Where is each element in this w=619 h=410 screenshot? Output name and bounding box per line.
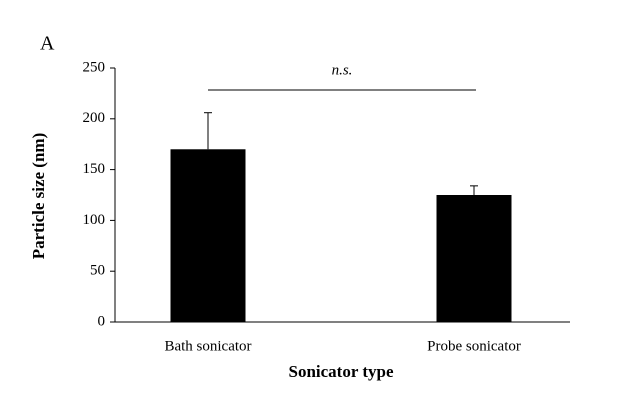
y-tick-label: 0 (98, 313, 106, 329)
y-tick-label: 50 (90, 263, 105, 279)
bar (436, 195, 512, 322)
y-axis-title: Particle size (nm) (29, 133, 48, 260)
y-tick-label: 200 (83, 110, 106, 126)
bar (170, 149, 246, 322)
panel-label: A (40, 33, 55, 55)
y-tick-label: 250 (83, 59, 106, 75)
x-tick-label: Probe sonicator (427, 338, 521, 354)
x-axis-title: Sonicator type (289, 362, 394, 381)
y-tick-label: 100 (83, 212, 106, 228)
x-tick-label: Bath sonicator (164, 338, 251, 354)
y-tick-label: 150 (83, 161, 106, 177)
annotation: n.s. (332, 62, 353, 78)
